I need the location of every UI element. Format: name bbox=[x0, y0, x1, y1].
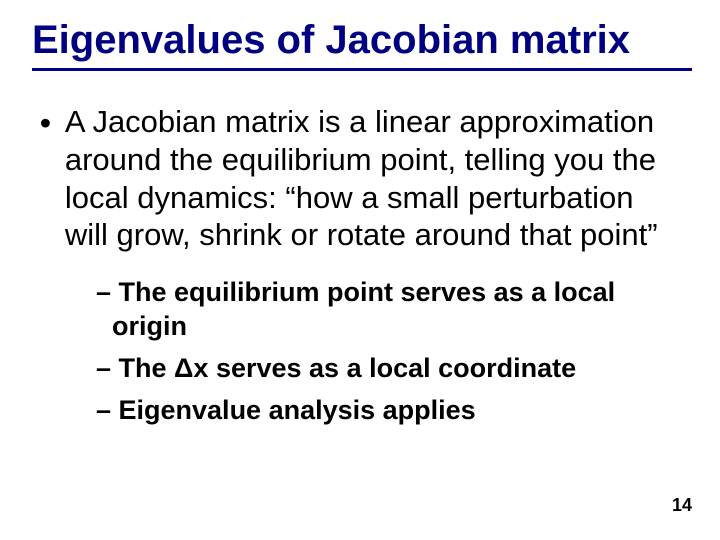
sub-bullet-2: – The Δx serves as a local coordinate bbox=[96, 352, 684, 386]
sub-bullet-1: – The equilibrium point serves as a loca… bbox=[96, 276, 684, 344]
sub-bullet-list: – The equilibrium point serves as a loca… bbox=[96, 276, 684, 427]
slide-body: • A Jacobian matrix is a linear approxim… bbox=[32, 103, 688, 427]
sub-bullet-3: – Eigenvalue analysis applies bbox=[96, 394, 684, 428]
page-number: 14 bbox=[672, 495, 692, 516]
slide-title: Eigenvalues of Jacobian matrix bbox=[32, 18, 688, 62]
bullet-marker-icon: • bbox=[40, 103, 51, 141]
main-bullet-text: A Jacobian matrix is a linear approximat… bbox=[65, 103, 680, 254]
slide: Eigenvalues of Jacobian matrix • A Jacob… bbox=[0, 0, 720, 540]
title-underline bbox=[32, 68, 692, 71]
main-bullet: • A Jacobian matrix is a linear approxim… bbox=[40, 103, 680, 254]
